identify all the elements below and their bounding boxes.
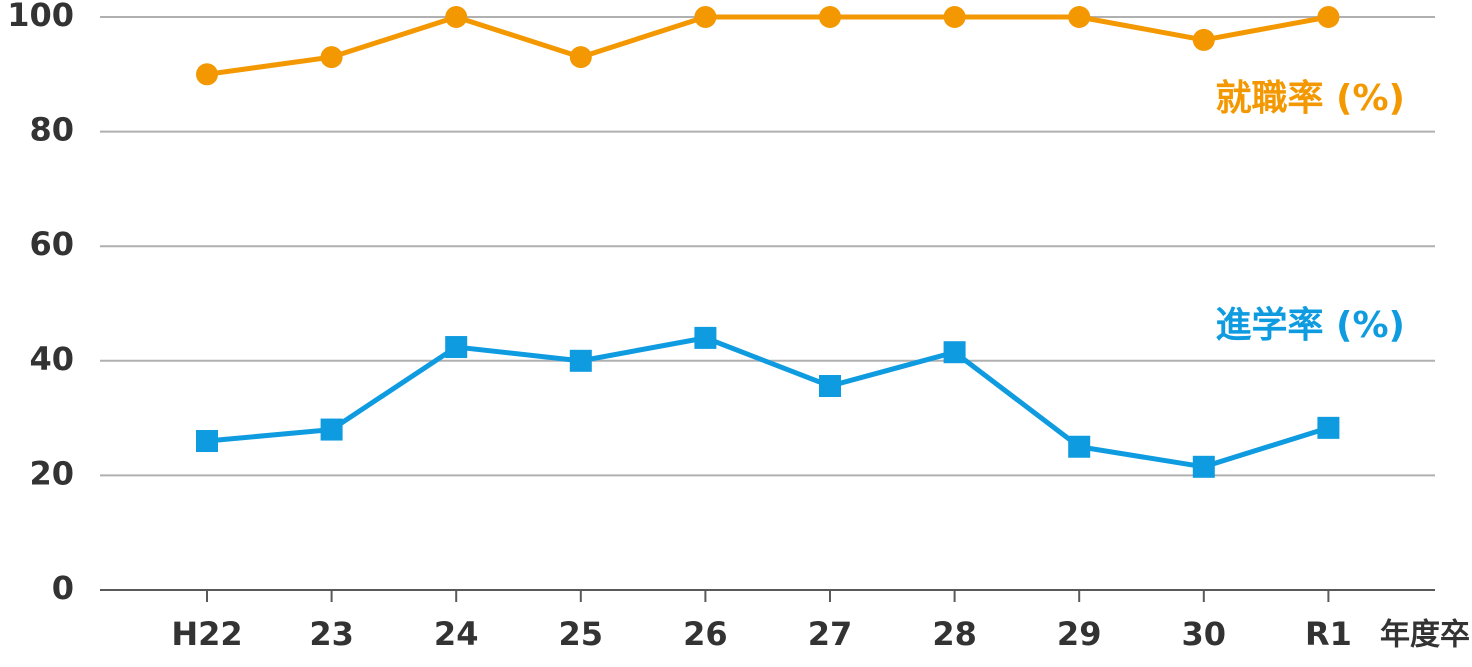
x-tick-label: 28: [932, 615, 977, 653]
marker: [196, 63, 218, 86]
x-tick-label: 30: [1182, 615, 1227, 653]
y-tick-label: 100: [7, 0, 74, 34]
marker: [1192, 455, 1215, 478]
y-tick-label: 60: [29, 225, 74, 263]
marker: [445, 6, 468, 28]
x-tick-label: 27: [808, 615, 853, 653]
marker: [1068, 435, 1091, 458]
marker: [1192, 28, 1215, 51]
marker: [1068, 6, 1091, 28]
marker: [819, 6, 841, 28]
marker: [445, 336, 468, 359]
marker: [943, 6, 966, 28]
marker: [320, 46, 343, 69]
marker: [694, 6, 717, 28]
marker: [819, 375, 841, 398]
marker: [1317, 416, 1340, 439]
marker: [569, 46, 592, 69]
series-label: 就職率 (%): [1215, 78, 1405, 119]
x-axis-label: 年度卒: [1380, 618, 1470, 653]
x-tick-label: 23: [309, 615, 354, 653]
x-tick-label: R1: [1305, 615, 1352, 653]
marker: [196, 430, 218, 453]
marker: [943, 341, 966, 364]
series-line: [206, 335, 1330, 470]
marker: [569, 349, 592, 372]
y-tick-label: 0: [52, 569, 74, 607]
marker: [1317, 6, 1340, 28]
series-line: [206, 14, 1329, 77]
x-tick-label: 25: [559, 615, 604, 653]
series-label: 進学率 (%): [1215, 304, 1405, 346]
x-tick-label: H22: [171, 615, 242, 653]
marker: [694, 326, 717, 349]
y-tick-label: 80: [29, 111, 74, 149]
x-tick-label: 24: [434, 615, 479, 653]
x-tick-label: 26: [683, 615, 728, 653]
x-tick-label: 29: [1057, 615, 1102, 653]
y-tick-label: 40: [29, 340, 74, 378]
marker: [320, 418, 343, 441]
y-tick-label: 20: [29, 454, 74, 492]
